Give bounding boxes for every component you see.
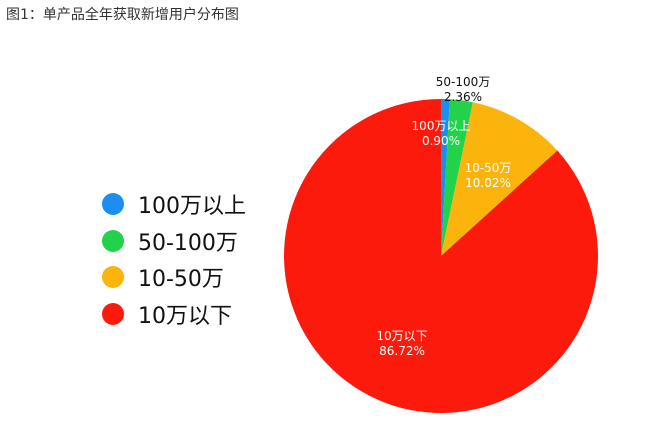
legend-swatch <box>102 302 124 325</box>
pie-slice <box>441 102 558 257</box>
pie-slice <box>284 99 599 413</box>
legend-swatch <box>102 266 124 289</box>
legend-label: 10万以下 <box>138 303 232 329</box>
legend-swatch <box>102 193 124 216</box>
legend-item: 10-50万 <box>102 259 246 296</box>
slice-value-label: 2.36% <box>444 90 482 104</box>
legend-item: 50-100万 <box>102 223 246 260</box>
slice-label: 10万以下 <box>376 329 427 343</box>
legend-item: 100万以上 <box>102 186 246 223</box>
pie-slice <box>441 99 450 256</box>
slice-label: 50-100万 <box>436 75 491 89</box>
slice-value-label: 10.02% <box>465 176 511 190</box>
slice-value-label: 0.90% <box>422 134 460 148</box>
legend-label: 100万以上 <box>138 194 246 220</box>
legend-item: 10万以下 <box>102 296 246 333</box>
slice-label: 100万以上 <box>412 119 471 133</box>
chart-title: 图1：单产品全年获取新增用户分布图 <box>6 7 239 23</box>
legend-swatch <box>102 229 124 252</box>
legend-label: 50-100万 <box>138 230 238 256</box>
pie-slice <box>441 99 473 257</box>
slice-label: 10-50万 <box>465 161 512 175</box>
legend: 100万以上 50-100万 10-50万 10万以下 <box>102 186 246 332</box>
legend-label: 10-50万 <box>138 267 224 293</box>
slice-value-label: 86.72% <box>379 344 425 358</box>
